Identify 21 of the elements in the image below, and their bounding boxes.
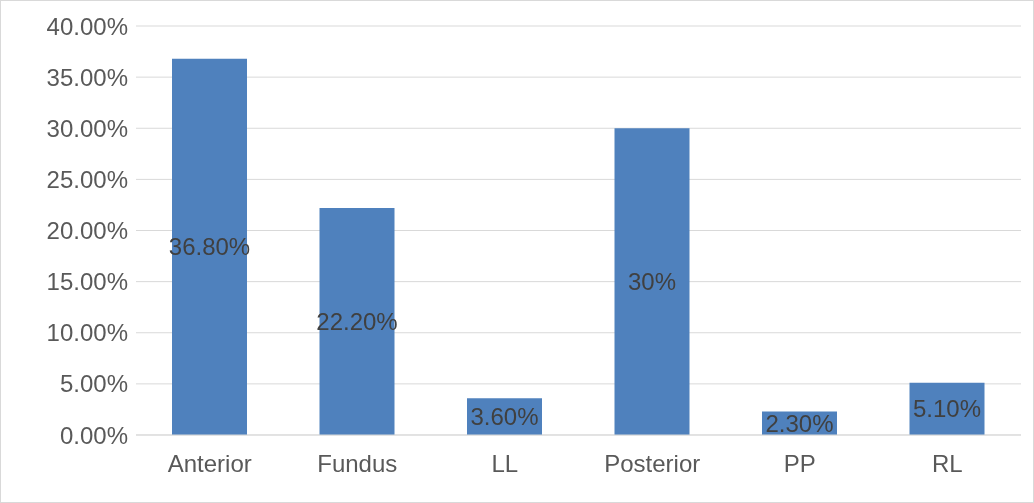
data-label: 3.60% xyxy=(470,403,539,431)
y-tick-label: 40.00% xyxy=(46,12,128,40)
y-tick-label: 25.00% xyxy=(46,165,128,193)
y-tick-label: 15.00% xyxy=(46,268,128,296)
x-tick-label: Posterior xyxy=(604,450,701,478)
y-tick-label: 0.00% xyxy=(59,421,128,449)
bar xyxy=(319,208,395,435)
data-label: 5.10% xyxy=(912,395,982,423)
x-tick-label: PP xyxy=(783,450,816,478)
bar xyxy=(614,128,690,435)
data-label: 30% xyxy=(627,268,677,296)
x-tick-label: Fundus xyxy=(317,450,398,478)
y-tick-label: 20.00% xyxy=(46,217,128,245)
x-tick-label: RL xyxy=(931,450,963,478)
y-tick-label: 35.00% xyxy=(46,63,128,91)
data-label: 2.30% xyxy=(765,409,834,437)
x-tick-label: Anterior xyxy=(167,450,252,478)
x-tick-label: LL xyxy=(491,450,519,478)
y-tick-label: 30.00% xyxy=(46,114,128,142)
y-tick-label: 5.00% xyxy=(59,370,128,398)
y-tick-label: 10.00% xyxy=(46,319,128,347)
